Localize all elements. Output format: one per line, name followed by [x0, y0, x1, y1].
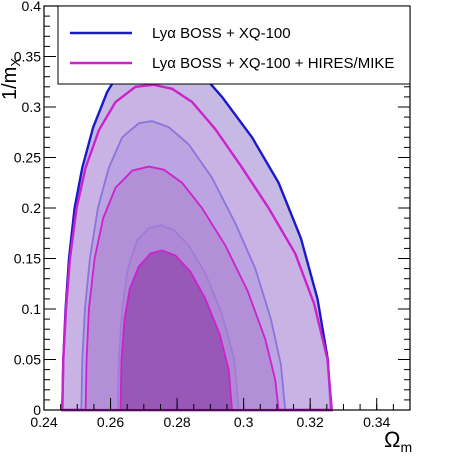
y-tick-label: 0.3	[22, 99, 42, 115]
y-axis-title-main: 1/m	[0, 67, 21, 100]
y-tick-label: 0.25	[14, 150, 41, 166]
x-tick-label: 0.3	[234, 414, 254, 430]
x-tick-label: 0.24	[30, 414, 57, 430]
contour-layer	[61, 44, 334, 412]
x-axis-title-main: Ω	[384, 427, 400, 452]
y-tick-label: 0.2	[22, 200, 42, 216]
y-tick-label: 0.35	[14, 49, 41, 65]
x-tick-label: 0.26	[97, 414, 124, 430]
y-tick-label: 0.4	[22, 0, 42, 14]
x-axis-title: Ωm	[384, 427, 412, 455]
legend-label-series-2: Lyα BOSS + XQ-100 + HIRES/MIKE	[152, 55, 394, 72]
legend: Lyα BOSS + XQ-100 Lyα BOSS + XQ-100 + HI…	[57, 5, 411, 85]
y-tick-label: 0.1	[22, 301, 42, 317]
x-tick-label: 0.34	[363, 414, 390, 430]
legend-label-series-1: Lyα BOSS + XQ-100	[152, 25, 291, 42]
contour-2-inner	[119, 249, 233, 411]
x-tick-label: 0.28	[163, 414, 190, 430]
legend-box	[57, 5, 411, 85]
x-tick-label: 0.32	[297, 414, 324, 430]
y-tick-label: 0.05	[14, 352, 41, 368]
y-axis-title-sub: X	[8, 58, 23, 67]
y-axis-title: 1/mX	[0, 58, 23, 100]
y-tick-label: 0	[33, 402, 41, 418]
y-tick-label: 0.15	[14, 251, 41, 267]
x-axis-title-sub: m	[400, 439, 412, 455]
